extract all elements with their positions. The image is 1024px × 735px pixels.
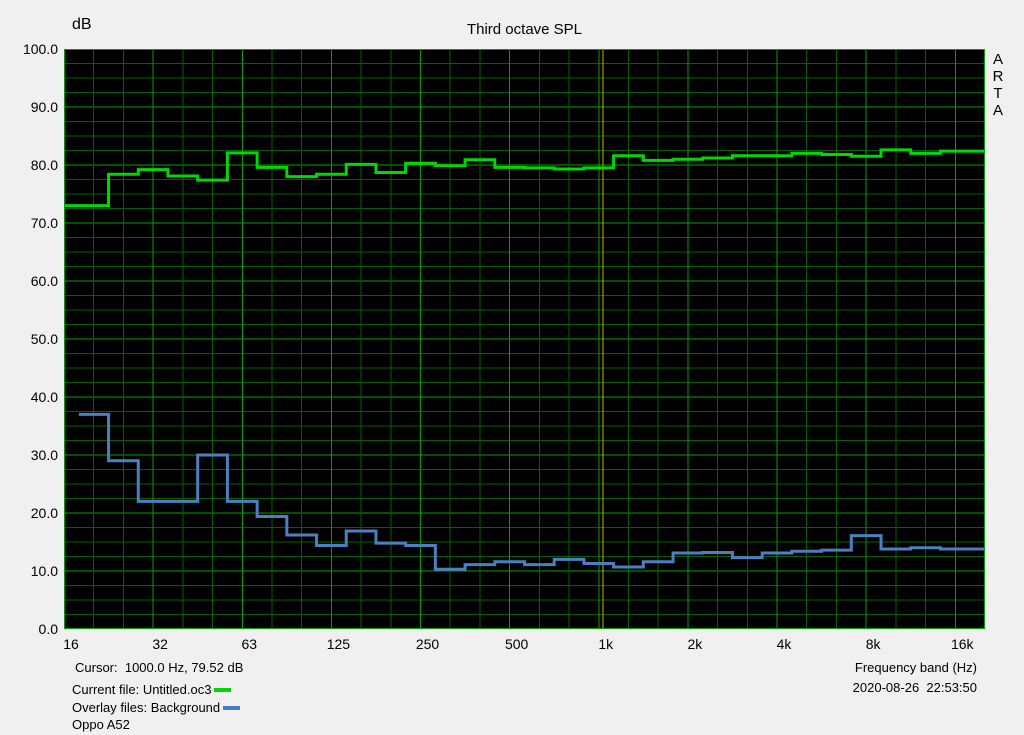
curve-current-file [64,148,985,208]
y-tick-label: 100.0 [22,41,58,57]
cursor-readout: Cursor: 1000.0 Hz, 79.52 dB [75,660,244,675]
watermark-letter: A [992,102,1003,119]
y-tick-label: 30.0 [30,447,58,463]
current-file-label: Current file: [72,682,143,697]
overlay-file-name: Background [150,700,221,715]
plot-area[interactable] [64,49,985,629]
y-tick-label: 90.0 [30,99,58,115]
y-tick-label: 70.0 [30,215,58,231]
x-tick-label: 16k [950,636,974,652]
overlay-files-label: Overlay files: [72,700,151,715]
arta-watermark: A R T A [989,51,1007,119]
current-file-name: Untitled.oc3 [142,682,212,697]
x-tick-label: 32 [152,636,168,652]
current-file-row: Current file: Untitled.oc3 [72,682,232,698]
watermark-letter: T [993,85,1003,102]
overlay-files-row: Overlay files: Background [72,700,241,716]
x-tick-label: 4k [776,636,792,652]
x-tick-label: 63 [241,636,258,652]
timestamp: 2020-08-26 22:53:50 [852,680,977,695]
plot-border [64,49,985,629]
x-tick-label: 500 [504,636,529,652]
y-tick-label: 10.0 [30,563,58,579]
curve-overlay-file [78,412,985,571]
y-tick-label: 50.0 [30,331,58,347]
spl-chart[interactable] [64,49,985,629]
x-tick-label: 125 [326,636,351,652]
y-tick-label: 20.0 [30,505,58,521]
current-file-legend-dash [214,687,232,692]
y-axis-unit-label: dB [72,16,92,33]
x-tick-label: 1k [598,636,614,652]
watermark-letter: R [992,68,1004,85]
watermark-letter: A [992,51,1003,68]
x-tick-label: 250 [415,636,440,652]
x-tick-label: 8k [865,636,881,652]
overlay-file-legend-dash [223,705,241,710]
device-note: Oppo A52 [72,717,130,732]
y-tick-label: 0.0 [38,621,58,637]
y-tick-label: 40.0 [30,389,58,405]
x-tick-label: 2k [687,636,703,652]
x-tick-label: 16 [63,636,79,652]
chart-title: Third octave SPL [466,21,583,38]
x-axis-title: Frequency band (Hz) [854,660,977,675]
y-tick-label: 80.0 [30,157,58,173]
y-tick-label: 60.0 [30,273,58,289]
